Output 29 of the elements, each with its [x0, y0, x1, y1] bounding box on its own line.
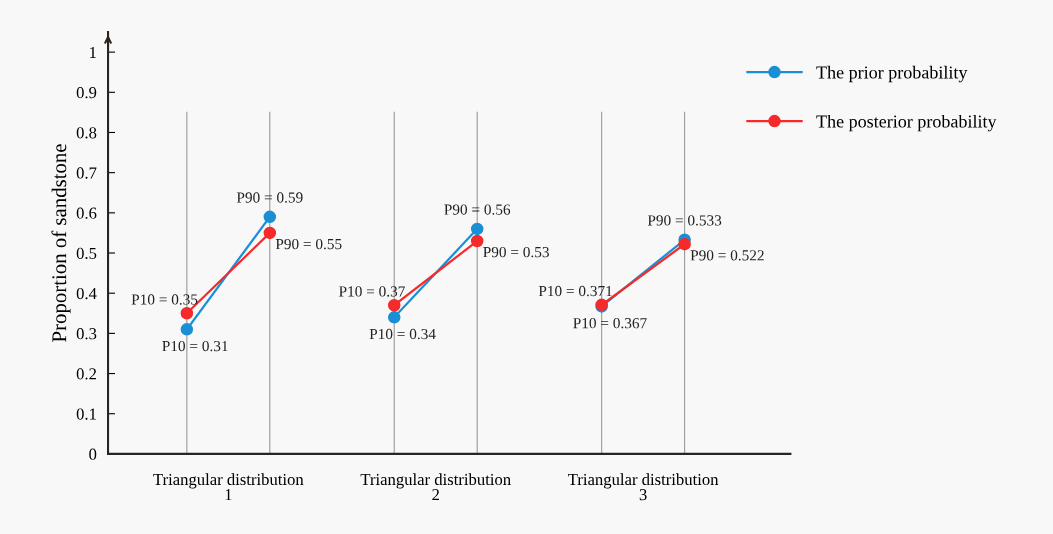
data-label: P90 = 0.53: [483, 246, 549, 258]
y-tick-label: 0.8: [76, 127, 97, 139]
data-label: P10 = 0.37: [339, 286, 405, 297]
y-tick-label: 0.3: [76, 328, 97, 340]
x-tick-label: Triangular distribution 3: [568, 473, 719, 501]
data-label: P10 = 0.371: [538, 285, 612, 297]
y-tick-label: 0.5: [76, 247, 97, 260]
data-label: P10 = 0.367: [573, 318, 647, 329]
y-tick-label: 0.4: [76, 287, 97, 300]
legend-label: The posterior probability: [816, 114, 997, 132]
data-label: P10 = 0.34: [369, 328, 436, 340]
data-label: P90 = 0.56: [444, 204, 511, 215]
y-tick-label: 0.9: [76, 87, 97, 99]
x-tick-label: Triangular distribution 2: [360, 473, 511, 501]
y-axis-title: Proportion of sandstone: [51, 144, 71, 342]
y-tick-label: 0.1: [76, 408, 96, 420]
data-label: P90 = 0.522: [690, 250, 764, 261]
y-tick-label: 0.2: [76, 368, 97, 380]
data-label: P90 = 0.55: [275, 238, 342, 250]
data-label: P10 = 0.35: [131, 294, 198, 305]
y-tick-label: 0.7: [76, 167, 97, 179]
data-label: P90 = 0.533: [647, 215, 722, 226]
data-label: P90 = 0.59: [236, 192, 303, 203]
y-tick-label: 0.6: [76, 207, 97, 219]
y-tick-label: 0: [89, 448, 97, 460]
x-tick-label: Triangular distribution 1: [153, 473, 304, 501]
data-label: P10 = 0.31: [162, 340, 228, 352]
legend-label: The prior probability: [816, 65, 968, 83]
y-tick-label: 1: [90, 46, 96, 58]
